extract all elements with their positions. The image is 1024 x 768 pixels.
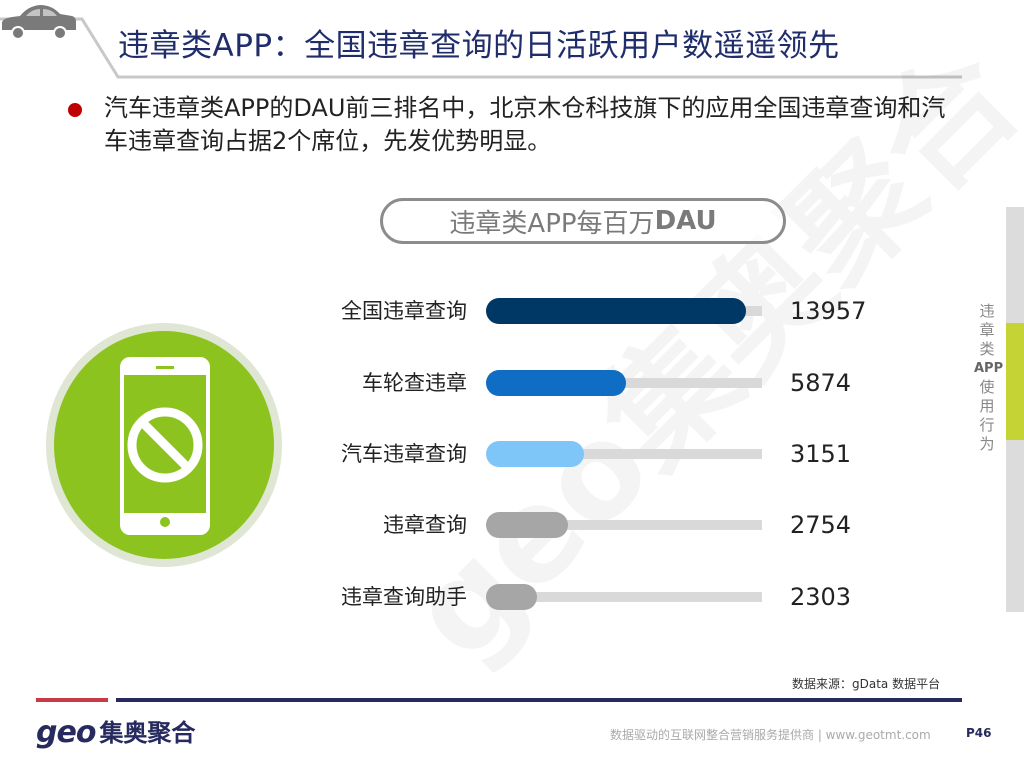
logo-cn: 集奥聚合 — [99, 719, 196, 747]
chart-title: 违章类APP每百万 DAU — [380, 198, 786, 244]
bar-label: 车轮查违章 — [362, 371, 467, 395]
bar-fill — [486, 584, 537, 610]
bullet-dot-icon — [68, 103, 82, 117]
bar-track — [487, 592, 762, 602]
source-note: 数据来源：gData 数据平台 — [792, 677, 941, 691]
bar-label: 全国违章查询 — [341, 299, 467, 323]
bar-value: 3151 — [790, 440, 852, 468]
bar-row-3: 违章查询 2754 — [320, 510, 880, 540]
phone-prohibited-icon — [46, 323, 282, 567]
side-tab-char: 类 — [979, 340, 995, 358]
bullet-text: 汽车违章类APP的DAU前三排名中，北京木仓科技旗下的应用全国违章查询和汽车违章… — [104, 94, 946, 155]
header: 违章类APP：全国违章查询的日活跃用户数遥遥领先 — [0, 0, 1024, 90]
car-icon — [2, 5, 76, 40]
side-tab-active-marker[interactable] — [1006, 323, 1024, 440]
side-tab-char: 违 — [979, 302, 995, 320]
bar-fill — [486, 370, 626, 396]
bar-row-0: 全国违章查询 13957 — [320, 296, 880, 326]
footer-accent-line — [36, 698, 108, 702]
bar-value: 2754 — [790, 511, 852, 539]
bar-value: 2303 — [790, 583, 852, 611]
bar-track — [487, 520, 762, 530]
side-tab-char: 使 — [979, 378, 995, 396]
logo-geo: geo — [36, 715, 96, 750]
footer-divider — [116, 698, 962, 702]
side-tab-char: 行 — [979, 416, 995, 434]
bar-fill — [486, 512, 568, 538]
bar-label: 违章查询助手 — [341, 585, 467, 609]
footer-tagline: 数据驱动的互联网整合营销服务提供商 | www.geotmt.com — [610, 728, 931, 742]
page-number: P46 — [966, 726, 992, 740]
bar-value: 13957 — [790, 297, 867, 325]
bar-label: 汽车违章查询 — [341, 442, 467, 466]
bar-row-2: 汽车违章查询 3151 — [320, 439, 880, 469]
phone-glyph-icon — [120, 357, 210, 535]
bar-fill — [486, 441, 584, 467]
bar-value: 5874 — [790, 369, 852, 397]
side-tab-char: 章 — [979, 321, 995, 339]
side-tab-char: 用 — [979, 397, 995, 415]
side-tab-char: 为 — [979, 435, 995, 453]
bar-fill — [486, 298, 746, 324]
company-logo: geo 集奥聚合 — [36, 718, 195, 748]
chart-title-bold: DAU — [654, 206, 717, 236]
bar-row-4: 违章查询助手 2303 — [320, 582, 880, 612]
page-title: 违章类APP：全国违章查询的日活跃用户数遥遥领先 — [118, 28, 840, 64]
bar-track — [487, 449, 762, 459]
bar-label: 违章查询 — [383, 513, 467, 537]
bar-row-1: 车轮查违章 5874 — [320, 368, 880, 398]
side-tab-app: APP — [974, 361, 1004, 376]
side-tab-label[interactable]: 违 章 类 APP 使 用 行 为 — [974, 302, 1004, 454]
chart-title-prefix: 违章类APP每百万 — [449, 208, 655, 239]
